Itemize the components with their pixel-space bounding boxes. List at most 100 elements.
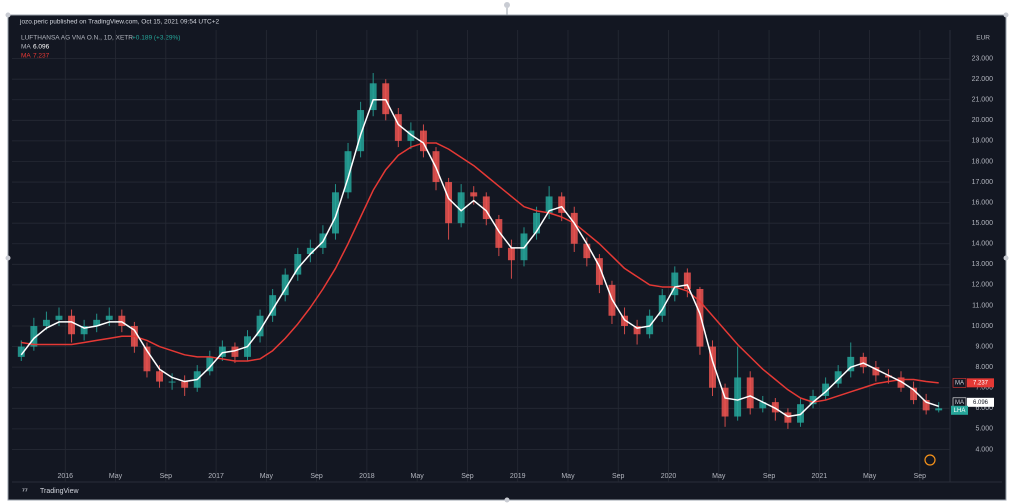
candle-body xyxy=(156,371,163,382)
x-tick-label: May xyxy=(109,473,123,480)
candle-body xyxy=(533,212,541,234)
candle-body xyxy=(897,377,905,388)
candle-body xyxy=(118,315,126,327)
candle-body xyxy=(922,400,930,411)
candle-body xyxy=(872,367,880,376)
y-tick-label: 19.000 xyxy=(972,138,994,145)
y-tick-label: 15.000 xyxy=(972,220,994,227)
candle-body xyxy=(495,219,503,248)
y-tick-label: 23.000 xyxy=(972,55,994,62)
candle-body xyxy=(419,130,427,152)
candle-body xyxy=(683,272,691,289)
candle-body xyxy=(407,130,415,141)
candle-body xyxy=(30,326,38,347)
axis-label-box xyxy=(967,378,994,388)
candle-body xyxy=(859,356,867,368)
candle-body xyxy=(784,412,792,423)
x-tick-label: 2020 xyxy=(661,473,677,480)
candle-body xyxy=(507,247,515,261)
axis-label-value: 6.096 xyxy=(973,400,989,406)
candle-body xyxy=(68,315,76,335)
candle-body xyxy=(721,387,729,417)
candle-body xyxy=(759,402,767,409)
candle-body xyxy=(256,315,264,337)
x-tick-label: Sep xyxy=(160,473,173,480)
ma-line xyxy=(20,99,939,418)
candle-body xyxy=(834,371,842,384)
selection-handle xyxy=(504,497,510,503)
candle-body xyxy=(369,83,377,111)
currency-label: EUR xyxy=(976,35,990,42)
x-tick-label: May xyxy=(561,473,575,480)
selection-handle xyxy=(504,2,510,8)
y-tick-label: 20.000 xyxy=(972,117,994,124)
candle-body xyxy=(294,254,302,275)
candle-body xyxy=(382,83,390,115)
legend-name: MA xyxy=(21,44,31,51)
candle-body xyxy=(847,356,855,372)
candle-body xyxy=(633,326,641,335)
legend-value: 6.096 xyxy=(33,44,50,51)
candle-body xyxy=(206,356,214,372)
axis-label-name: MA xyxy=(955,380,964,386)
x-tick-label: 2016 xyxy=(57,473,73,480)
y-tick-label: 11.000 xyxy=(972,302,993,309)
candle-body xyxy=(445,182,453,224)
x-tick-label: May xyxy=(411,473,425,480)
candle-body xyxy=(17,346,25,357)
candle-body xyxy=(809,395,817,405)
candle-body xyxy=(583,243,591,259)
event-icon xyxy=(924,454,936,466)
ma-line xyxy=(21,142,939,403)
x-tick-label: May xyxy=(260,473,274,480)
candle-body xyxy=(658,295,666,316)
candle-body xyxy=(231,346,239,357)
axis-label-value: 7.237 xyxy=(973,380,989,386)
candle-body xyxy=(935,408,943,411)
candle-body xyxy=(306,247,314,255)
axis-label-box xyxy=(967,397,994,407)
x-tick-label: May xyxy=(863,473,877,480)
last-price-box xyxy=(951,405,968,415)
candle-body xyxy=(80,326,88,335)
y-tick-label: 12.000 xyxy=(972,282,994,289)
y-tick-label: 7.000 xyxy=(975,385,993,392)
grid xyxy=(12,30,950,482)
y-tick-label: 17.000 xyxy=(972,179,994,186)
x-tick-label: May xyxy=(712,473,726,480)
x-tick-label: Sep xyxy=(763,473,776,480)
y-tick-label: 22.000 xyxy=(972,76,994,83)
y-tick-label: 18.000 xyxy=(972,158,994,165)
candle-body xyxy=(746,377,754,409)
candle-body xyxy=(394,114,402,141)
candle-body xyxy=(281,274,289,296)
y-tick-label: 16.000 xyxy=(972,199,994,206)
candle-body xyxy=(42,319,50,327)
candle-body xyxy=(734,377,742,417)
candle-body xyxy=(181,381,189,388)
y-tick-label: 4.000 xyxy=(975,446,993,453)
axis-label-tag xyxy=(952,378,967,388)
candle-body xyxy=(93,319,101,327)
candle-body xyxy=(269,295,277,316)
candle-body xyxy=(621,315,628,327)
candle-body xyxy=(143,346,151,372)
symbol-title: LUFTHANSA AG VNA O.N., 1D, XETR xyxy=(21,35,133,42)
x-tick-label: 2019 xyxy=(510,473,526,480)
y-tick-label: 9.000 xyxy=(975,343,993,350)
candle-body xyxy=(884,375,892,378)
symbol-tag: LHA xyxy=(954,408,966,414)
candle-body xyxy=(558,196,566,213)
candles xyxy=(17,73,943,429)
candle-body xyxy=(910,387,918,401)
candle-body xyxy=(105,315,113,320)
selection-handle xyxy=(5,255,11,261)
candle-body xyxy=(344,151,352,193)
x-tick-label: 2017 xyxy=(208,473,224,480)
axis-label-name: MA xyxy=(955,400,964,406)
candle-body xyxy=(709,346,716,388)
selection-handle xyxy=(1003,12,1009,18)
x-tick-label: Sep xyxy=(461,473,474,480)
